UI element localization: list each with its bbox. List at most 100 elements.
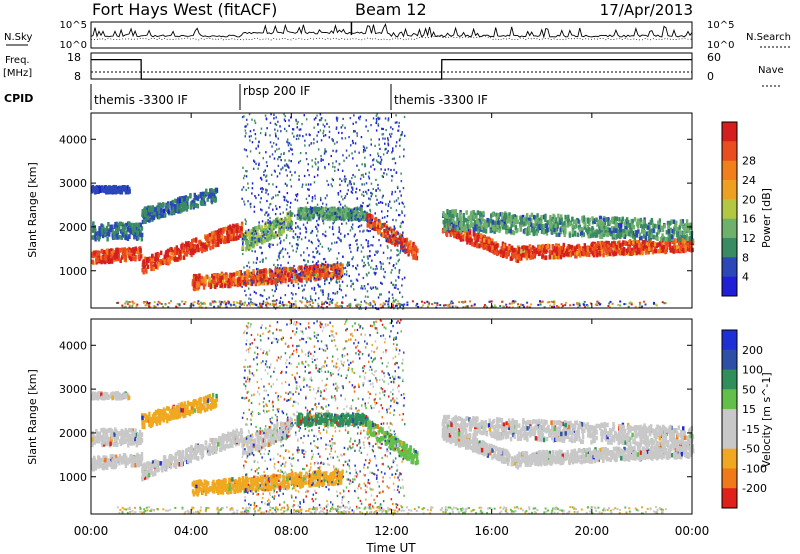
scatter-cell — [372, 187, 374, 191]
scatter-cell — [681, 243, 684, 248]
scatter-cell — [397, 240, 399, 243]
scatter-cell — [533, 248, 536, 254]
scatter-cell — [180, 197, 184, 203]
scatter-cell — [327, 273, 330, 278]
scatter-cell — [260, 127, 263, 130]
scatter-cell — [482, 210, 485, 216]
scatter-cell — [277, 264, 279, 267]
scatter-cell — [312, 255, 314, 258]
scatter-cell — [588, 227, 591, 232]
scatter-cell — [274, 280, 277, 285]
scatter-cell — [329, 298, 332, 301]
scatter-cell — [667, 229, 671, 234]
scatter-cell — [241, 244, 245, 250]
scatter-cell — [334, 166, 336, 169]
scatter-cell — [185, 197, 189, 202]
scatter-cell — [196, 195, 199, 201]
scatter-cell — [306, 270, 310, 276]
scatter-cell — [375, 121, 377, 125]
scatter-cell — [279, 172, 281, 175]
scatter-cell — [108, 252, 112, 257]
scatter-cell — [254, 121, 257, 125]
scatter-cell — [390, 206, 392, 209]
scatter-cell — [99, 255, 103, 261]
scatter-cell — [568, 221, 572, 227]
scatter-cell — [125, 250, 129, 256]
scatter-cell — [322, 222, 325, 225]
scatter-cell — [645, 231, 648, 236]
scatter-cell — [106, 237, 109, 242]
scatter-cell — [591, 251, 595, 256]
scatter-cell — [600, 240, 604, 246]
scatter-cell — [277, 137, 279, 140]
scatter-cell — [463, 217, 467, 223]
scatter-cell — [552, 213, 555, 219]
scatter-cell — [331, 242, 333, 245]
scatter-cell — [245, 132, 247, 135]
scatter-cell — [285, 268, 288, 273]
scatter-cell — [208, 236, 211, 242]
scatter-cell — [103, 188, 107, 194]
scatter-cell — [232, 223, 235, 229]
scatter-cell — [345, 273, 348, 276]
scatter-cell — [185, 205, 188, 211]
scatter-cell — [297, 207, 300, 212]
scatter-cell — [634, 244, 637, 250]
scatter-cell — [317, 278, 320, 281]
scatter-cell — [521, 245, 524, 251]
scatter-cell — [467, 234, 470, 239]
scatter-cell — [289, 242, 291, 245]
scatter-cell — [229, 229, 232, 234]
scatter-cell — [372, 221, 375, 227]
scatter-cell — [256, 237, 259, 243]
scatter-cell — [355, 187, 358, 190]
scatter-cell — [271, 153, 274, 156]
scatter-cell — [322, 132, 324, 135]
scatter-cell — [248, 228, 250, 232]
scatter-cell — [336, 257, 338, 260]
scatter-cell — [309, 277, 312, 282]
scatter-cell — [492, 224, 495, 230]
scatter-cell — [209, 193, 212, 199]
scatter-cell — [352, 157, 354, 160]
scatter-cell — [665, 237, 668, 242]
scatter-cell — [342, 207, 345, 212]
scatter-cell — [324, 206, 328, 211]
scatter-cell — [368, 219, 371, 222]
scatter-cell — [143, 212, 146, 218]
scatter-cell — [319, 129, 322, 132]
scatter-cell — [367, 242, 369, 245]
scatter-cell — [375, 117, 378, 121]
scatter-cell — [648, 241, 651, 246]
scatter-cell — [575, 251, 579, 256]
scatter-cell — [402, 231, 404, 234]
scatter-cell — [251, 237, 254, 240]
scatter-cell — [647, 225, 650, 230]
scatter-cell — [284, 270, 287, 276]
scatter-cell — [377, 296, 380, 299]
scatter-cell — [252, 278, 255, 284]
scatter-cell — [244, 235, 247, 240]
scatter-cell — [359, 177, 362, 180]
scatter-cell — [150, 215, 153, 220]
scatter-cell — [566, 246, 569, 251]
scatter-cell — [161, 213, 164, 218]
scatter-cell — [97, 188, 100, 193]
scatter-cell — [132, 256, 136, 261]
scatter-cell — [156, 256, 160, 261]
scatter-cell — [473, 236, 476, 241]
scatter-cell — [638, 249, 641, 255]
scatter-cell — [323, 152, 326, 155]
scatter-cell — [396, 121, 398, 124]
scatter-cell — [118, 256, 121, 262]
scatter-cell — [313, 277, 316, 280]
scatter-cell — [108, 232, 111, 237]
scatter-cell — [497, 220, 500, 225]
scatter-cell — [94, 228, 97, 233]
power-scatter — [91, 113, 695, 311]
scatter-cell — [269, 234, 273, 240]
scatter-cell — [244, 274, 247, 279]
scatter-cell — [204, 236, 208, 241]
scatter-cell — [210, 279, 213, 285]
scatter-cell — [617, 249, 620, 254]
